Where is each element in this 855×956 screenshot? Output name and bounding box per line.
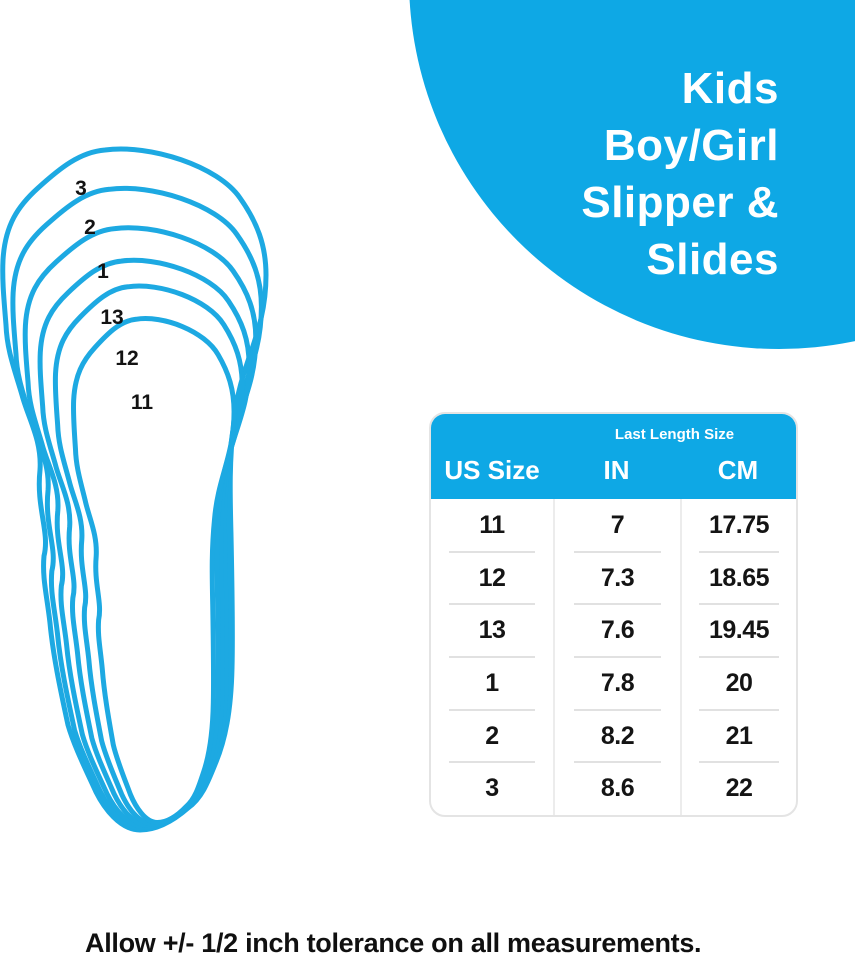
foot-size-diagram xyxy=(0,140,290,840)
banner-line-4: Slides xyxy=(646,235,779,284)
cell-cm: 20 xyxy=(680,657,796,711)
cell-cm: 22 xyxy=(680,762,796,815)
cell-cm: 19.45 xyxy=(680,604,796,658)
column-header-in: IN xyxy=(603,455,630,485)
cell-in: 8.2 xyxy=(553,709,680,764)
size-label-13: 13 xyxy=(100,306,124,329)
size-label-1: 1 xyxy=(97,260,109,283)
table-body: 11 7 17.75 12 7.3 18.65 13 7.6 19.45 1 7… xyxy=(431,499,796,815)
cell-us-size: 1 xyxy=(431,657,553,711)
cell-cm: 21 xyxy=(680,709,796,764)
column-header-cm: CM xyxy=(717,455,759,485)
table-row: 2 8.2 21 xyxy=(431,709,796,764)
cell-in: 8.6 xyxy=(553,762,680,815)
cell-us-size: 13 xyxy=(431,604,553,658)
size-table: Last Length Size US Size IN CM 11 7 17.7… xyxy=(429,412,798,817)
column-header-us-size: US Size xyxy=(444,455,540,485)
cell-in: 7.6 xyxy=(553,604,680,658)
table-row: 3 8.6 22 xyxy=(431,762,796,815)
banner-title: Kids Boy/Girl Slipper & Slides xyxy=(581,60,779,288)
cell-cm: 18.65 xyxy=(680,551,796,606)
table-header: Last Length Size US Size IN CM xyxy=(431,414,796,499)
cell-in: 7 xyxy=(553,499,680,553)
cell-us-size: 2 xyxy=(431,710,553,764)
cell-cm: 17.75 xyxy=(680,499,796,553)
cell-us-size: 3 xyxy=(485,774,499,803)
size-label-3: 3 xyxy=(75,177,87,200)
size-label-11: 11 xyxy=(130,391,154,414)
cell-us-size: 12 xyxy=(431,552,553,606)
cell-in: 7.3 xyxy=(553,551,680,606)
tolerance-footnote: Allow +/- 1/2 inch tolerance on all meas… xyxy=(85,928,702,956)
size-label-2: 2 xyxy=(84,216,96,239)
banner-line-3: Slipper & xyxy=(581,178,779,227)
size-label-12: 12 xyxy=(115,347,139,370)
cell-in: 7.8 xyxy=(553,657,680,711)
banner-line-2: Boy/Girl xyxy=(603,121,779,170)
table-row: 12 7.3 18.65 xyxy=(431,551,796,606)
foot-outline-size-11 xyxy=(71,316,236,825)
table-row: 1 7.8 20 xyxy=(431,657,796,711)
cell-us-size: 11 xyxy=(431,499,553,553)
table-row: 13 7.6 19.45 xyxy=(431,604,796,658)
group-header-last-length-size: Last Length Size xyxy=(614,426,735,443)
banner-line-1: Kids xyxy=(681,64,779,113)
table-row: 11 7 17.75 xyxy=(431,499,796,553)
